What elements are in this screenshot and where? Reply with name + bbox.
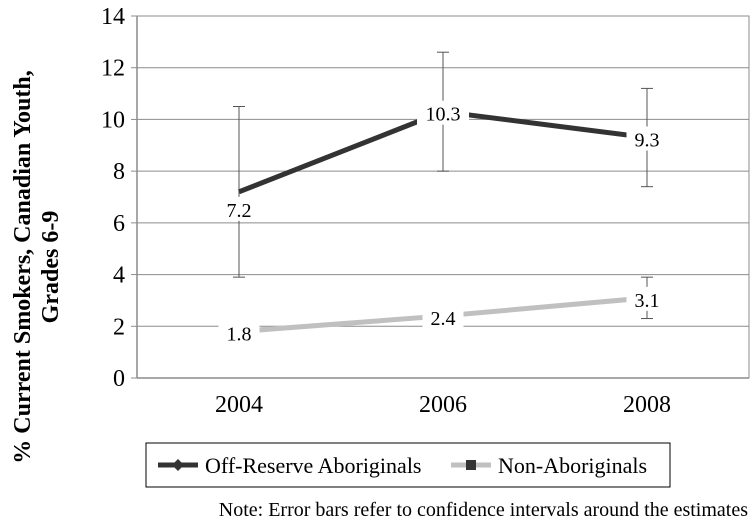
- legend: Off-Reserve Aboriginals Non-Aboriginals: [145, 442, 671, 488]
- y-tick-label: 14: [101, 4, 125, 30]
- data-label-bg: [417, 100, 469, 125]
- legend-marker-diamond: [172, 459, 184, 471]
- axes: [131, 15, 750, 379]
- y-tick-label: 12: [101, 56, 125, 82]
- error-bars: [233, 51, 653, 335]
- y-axis-label-line: Grades 6-9: [38, 211, 64, 324]
- data-label: 10.3: [426, 104, 461, 126]
- legend-label-1: Non-Aboriginals: [498, 453, 647, 478]
- y-tick-labels: 0 2 4 6 8 10 12 14: [101, 4, 125, 392]
- y-axis-label: % Current Smokers, Canadian Youth, Grades…: [10, 70, 64, 463]
- note: Note: Error bars refer to confidence int…: [219, 499, 748, 521]
- x-tick-label: 2008: [623, 392, 671, 418]
- note-text: Note: Error bars refer to confidence int…: [219, 499, 748, 521]
- y-axis-label-line: % Current Smokers, Canadian Youth,: [10, 70, 36, 463]
- legend-marker-square: [466, 460, 476, 470]
- data-label-bg: [218, 320, 260, 345]
- data-label-bg: [218, 196, 260, 221]
- y-tick-label: 2: [113, 314, 125, 340]
- x-tick-label: 2006: [419, 392, 467, 418]
- x-tick-labels: 2004 2006 2008: [215, 392, 671, 418]
- y-tick-label: 0: [113, 366, 125, 392]
- data-label: 9.3: [635, 130, 660, 152]
- data-label-bg: [626, 126, 668, 151]
- y-tick-label: 10: [101, 107, 125, 133]
- data-label: 2.4: [431, 308, 456, 330]
- legend-box: [145, 442, 671, 488]
- data-label: 1.8: [227, 323, 252, 345]
- x-tick-label: 2004: [215, 392, 263, 418]
- data-labels: 7.2 10.3 9.3 1.8 2.4 3.1: [218, 100, 668, 345]
- data-label-bg: [626, 286, 668, 311]
- y-tick-label: 6: [113, 211, 125, 237]
- data-label: 3.1: [635, 290, 660, 312]
- data-label: 7.2: [227, 200, 252, 222]
- data-label-bg: [422, 304, 464, 329]
- y-tick-label: 8: [113, 159, 125, 185]
- legend-label-0: Off-Reserve Aboriginals: [205, 453, 422, 478]
- y-tick-label: 4: [113, 263, 125, 289]
